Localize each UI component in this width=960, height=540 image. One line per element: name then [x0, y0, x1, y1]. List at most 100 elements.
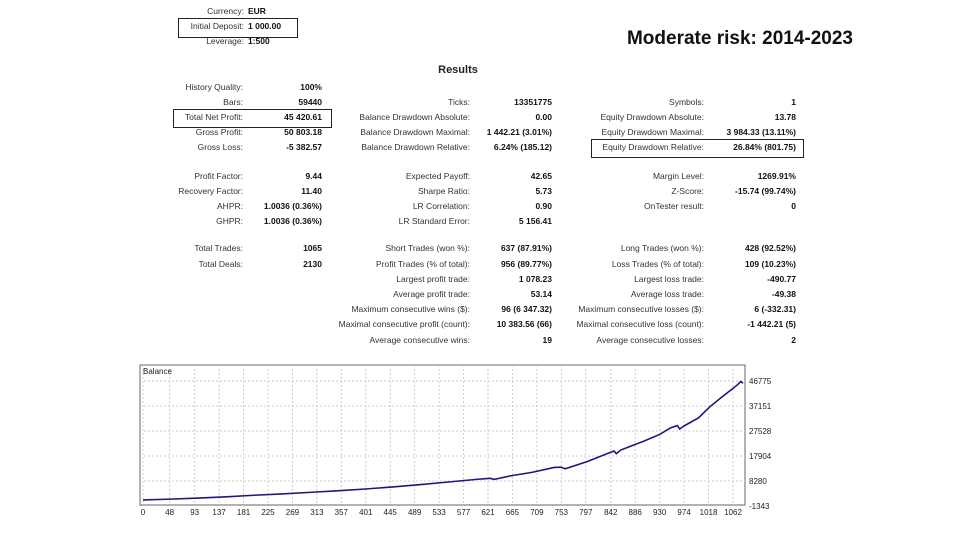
value-maximal-consecutive-loss-count: -1 442.21 (5) — [747, 319, 796, 329]
label-sharpe-ratio: Sharpe Ratio: — [418, 186, 470, 196]
value-ahpr: 1.0036 (0.36%) — [263, 201, 322, 211]
value-expected-payoff: 42.65 — [530, 171, 552, 181]
x-tick-label: 181 — [237, 508, 251, 517]
value-largest-loss-trade: -490.77 — [767, 274, 796, 284]
setting-label-leverage: Leverage: — [206, 36, 244, 46]
setting-value-currency: EUR — [248, 6, 266, 16]
label-profit-factor: Profit Factor: — [194, 171, 243, 181]
label-equity-drawdown-absolute: Equity Drawdown Absolute: — [600, 112, 704, 122]
value-equity-drawdown-maximal: 3 984.33 (13.11%) — [726, 127, 796, 137]
x-tick-label: 533 — [432, 508, 446, 517]
y-tick-label: 37151 — [749, 402, 772, 411]
x-tick-label: 401 — [359, 508, 373, 517]
value-lr-correlation: 0.90 — [535, 201, 552, 211]
y-tick-label: 8280 — [749, 477, 767, 486]
label-ticks: Ticks: — [448, 97, 470, 107]
label-history-quality: History Quality: — [185, 82, 243, 92]
value-symbols: 1 — [791, 97, 796, 107]
value-profit-trades-of-total: 956 (89.77%) — [500, 259, 552, 269]
label-average-loss-trade: Average loss trade: — [630, 289, 704, 299]
label-long-trades-won: Long Trades (won %): — [620, 243, 704, 253]
value-average-consecutive-losses: 2 — [791, 335, 796, 345]
label-balance-drawdown-relative: Balance Drawdown Relative: — [361, 142, 470, 152]
label-largest-profit-trade: Largest profit trade: — [396, 274, 470, 284]
label-average-profit-trade: Average profit trade: — [393, 289, 470, 299]
value-largest-profit-trade: 1 078.23 — [518, 274, 552, 284]
label-lr-correlation: LR Correlation: — [412, 201, 470, 211]
x-tick-label: 1062 — [724, 508, 742, 517]
label-short-trades-won: Short Trades (won %): — [385, 243, 470, 253]
value-z-score: -15.74 (99.74%) — [735, 186, 796, 196]
highlight-equity-drawdown-relative — [591, 139, 804, 158]
x-tick-label: 842 — [604, 508, 618, 517]
x-tick-label: 445 — [384, 508, 398, 517]
results-heading: Results — [438, 64, 478, 76]
x-tick-label: 93 — [190, 508, 199, 517]
page-title: Moderate risk: 2014-2023 — [626, 28, 853, 49]
y-tick-label: 17904 — [749, 452, 772, 461]
x-tick-label: 0 — [141, 508, 146, 517]
value-average-loss-trade: -49.38 — [771, 289, 796, 299]
x-tick-label: 621 — [481, 508, 495, 517]
x-tick-label: 797 — [579, 508, 593, 517]
x-tick-label: 577 — [457, 508, 471, 517]
value-maximal-consecutive-profit-count: 10 383.56 (66) — [496, 319, 552, 329]
value-recovery-factor: 11.40 — [301, 186, 322, 196]
value-gross-profit: 50 803.18 — [284, 127, 322, 137]
value-sharpe-ratio: 5.73 — [535, 186, 552, 196]
label-largest-loss-trade: Largest loss trade: — [634, 274, 704, 284]
label-average-consecutive-wins: Average consecutive wins: — [369, 335, 470, 345]
x-tick-label: 313 — [310, 508, 324, 517]
value-short-trades-won: 637 (87.91%) — [500, 243, 552, 253]
y-tick-label: 46775 — [749, 377, 772, 386]
value-total-trades: 1065 — [303, 243, 322, 253]
label-balance-drawdown-maximal: Balance Drawdown Maximal: — [360, 127, 470, 137]
value-balance-drawdown-maximal: 1 442.21 (3.01%) — [486, 127, 552, 137]
x-tick-label: 489 — [408, 508, 422, 517]
label-ontester-result: OnTester result: — [644, 201, 704, 211]
value-margin-level: 1269.91% — [757, 171, 796, 181]
x-tick-label: 753 — [555, 508, 569, 517]
value-profit-factor: 9.44 — [305, 171, 322, 181]
x-tick-label: 137 — [212, 508, 226, 517]
value-ontester-result: 0 — [791, 201, 796, 211]
balance-line — [142, 380, 744, 501]
setting-value-initial-deposit: 1 000.00 — [248, 21, 282, 31]
value-maximum-consecutive-wins: 96 (6 347.32) — [501, 304, 552, 314]
setting-label-currency: Currency: — [207, 6, 244, 16]
value-maximum-consecutive-losses: 6 (-332.31) — [754, 304, 796, 314]
x-tick-label: 930 — [653, 508, 667, 517]
value-ghpr: 1.0036 (0.36%) — [263, 216, 322, 226]
value-equity-drawdown-absolute: 13.78 — [774, 112, 796, 122]
label-maximum-consecutive-wins: Maximum consecutive wins ($): — [351, 304, 470, 314]
x-tick-label: 886 — [629, 508, 643, 517]
value-history-quality: 100% — [300, 82, 322, 92]
x-tick-label: 665 — [506, 508, 520, 517]
label-profit-trades-of-total: Profit Trades (% of total): — [375, 259, 470, 269]
highlight-initial-deposit — [178, 18, 298, 38]
label-z-score: Z-Score: — [671, 186, 704, 196]
label-ahpr: AHPR: — [217, 201, 243, 211]
label-lr-standard-error: LR Standard Error: — [398, 216, 470, 226]
label-total-deals: Total Deals: — [198, 259, 243, 269]
label-loss-trades-of-total: Loss Trades (% of total): — [611, 259, 704, 269]
label-ghpr: GHPR: — [216, 216, 243, 226]
label-total-trades: Total Trades: — [194, 243, 243, 253]
x-tick-label: 269 — [286, 508, 300, 517]
label-maximal-consecutive-profit-count: Maximal consecutive profit (count): — [338, 319, 470, 329]
value-bars: 59440 — [298, 97, 322, 107]
value-total-net-profit: 45 420.61 — [284, 112, 322, 122]
value-total-deals: 2130 — [303, 259, 322, 269]
label-balance-drawdown-absolute: Balance Drawdown Absolute: — [359, 112, 470, 122]
value-loss-trades-of-total: 109 (10.23%) — [744, 259, 796, 269]
label-average-consecutive-losses: Average consecutive losses: — [596, 335, 704, 345]
highlight-total-net-profit — [173, 109, 332, 128]
value-balance-drawdown-relative: 6.24% (185.12) — [493, 142, 552, 152]
value-average-profit-trade: 53.14 — [530, 289, 552, 299]
y-tick-label: -1343 — [749, 502, 770, 511]
label-margin-level: Margin Level: — [652, 171, 704, 181]
value-gross-loss: -5 382.57 — [286, 142, 322, 152]
setting-label-initial-deposit: Initial Deposit: — [190, 21, 244, 31]
label-total-net-profit: Total Net Profit: — [184, 112, 243, 122]
